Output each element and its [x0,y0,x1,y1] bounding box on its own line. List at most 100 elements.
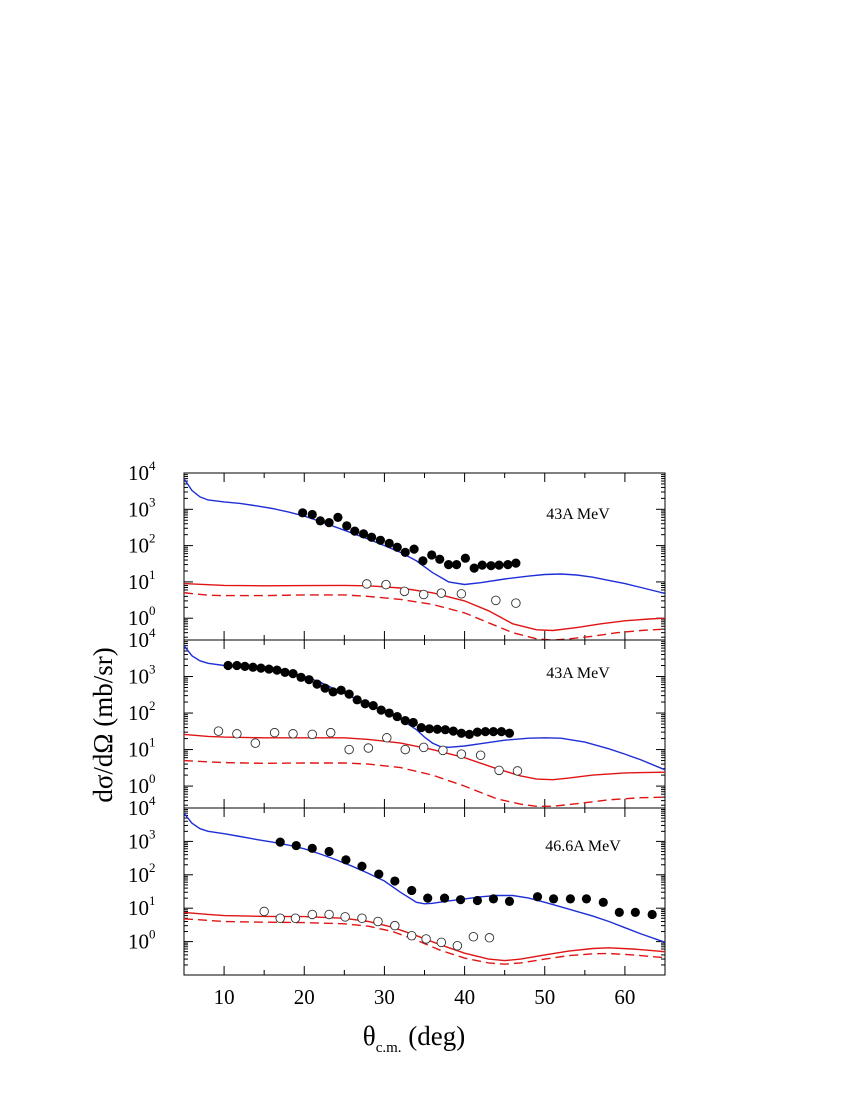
x-tick-label: 50 [534,985,555,1009]
filled-data-point [357,861,367,871]
filled-data-point [392,542,402,552]
open-data-point [511,598,521,608]
filled-data-point [488,894,499,904]
filled-data-point [315,516,325,526]
filled-data-point [504,896,515,906]
open-data-point [373,916,383,927]
panel-frame [183,472,666,641]
filled-data-point [647,909,657,920]
open-data-point [406,930,417,941]
filled-data-point [384,538,394,549]
filled-data-point [333,512,343,522]
filled-data-point [480,727,491,737]
filled-data-point [435,554,445,564]
y-tick-label: 101 [128,567,156,594]
open-data-point [213,726,224,736]
filled-data-point [451,559,462,570]
filled-data-point [408,717,418,728]
filled-data-point [496,727,507,737]
open-data-point [400,744,411,755]
filled-data-point [328,687,338,697]
red-solid-curve [184,733,665,781]
filled-data-point [307,509,317,520]
filled-data-point [472,727,483,737]
y-tick-label: 100 [128,927,156,954]
open-data-point [307,909,318,920]
red-dashed-curve [184,918,665,965]
x-tick-label: 60 [614,985,635,1009]
filled-data-point [456,728,466,738]
x-tick-label: 20 [294,985,315,1009]
open-data-point [269,727,280,738]
filled-data-point [307,843,317,853]
open-data-point [390,920,400,931]
y-tick-label: 102 [128,531,156,558]
y-tick-label: 100 [128,603,156,630]
filled-data-point [375,535,386,545]
filled-data-point [320,683,330,693]
filled-data-point [280,667,290,677]
filled-data-point [409,544,419,554]
filled-data-point [384,708,394,718]
filled-data-point [223,660,233,671]
open-data-point [288,729,298,739]
filled-data-point [440,725,450,735]
open-data-point [421,934,431,944]
open-data-point [468,931,479,942]
filled-data-point [324,518,334,528]
filled-data-point [324,846,334,857]
filled-data-point [256,663,266,673]
open-data-point [491,595,501,606]
open-data-point [290,913,301,924]
red-dashed-curve [184,592,665,640]
open-data-point [340,912,350,922]
filled-data-point [366,532,377,542]
blue-solid-curve [184,478,665,595]
y-tick-label: 103 [128,826,156,853]
open-data-point [382,733,392,743]
filled-data-point [336,685,346,695]
y-tick-label: 102 [128,698,156,725]
open-data-point [363,743,374,753]
filled-data-point [486,561,496,571]
open-data-point [494,765,504,776]
filled-data-point [432,724,442,734]
open-data-point [512,766,523,776]
filled-data-point [291,840,301,851]
open-data-point [344,744,354,755]
x-axis-title: θc.m. (deg) [363,1021,465,1056]
open-data-point [275,913,285,924]
open-data-point [325,727,336,738]
filled-data-point [304,675,314,685]
open-data-point [456,589,467,599]
filled-data-point [630,907,640,917]
y-tick-label: 104 [128,458,156,485]
filled-data-point [248,662,258,672]
y-tick-label: 102 [128,860,156,887]
filled-data-point [390,876,400,886]
filled-data-point [376,705,386,715]
filled-data-point [494,560,504,570]
filled-data-point [344,689,354,699]
y-tick-label: 101 [128,893,156,920]
filled-data-point [400,547,410,558]
filled-data-point [503,559,513,570]
x-tick-label: 10 [214,985,235,1009]
red-dashed-curve [184,759,665,807]
filled-data-point [418,556,428,566]
y-tick-label: 103 [128,494,156,521]
filled-data-point [312,679,322,689]
filled-data-point [581,894,592,904]
filled-data-point [341,855,351,865]
filled-data-point [548,894,559,904]
filled-data-point [275,837,285,847]
filled-data-point [232,660,242,671]
filled-data-point [358,529,369,539]
open-data-point [436,937,447,948]
filled-data-point [427,550,437,560]
blue-solid-curve [184,812,665,943]
panel-frame [183,807,666,976]
y-tick-label: 104 [128,625,156,652]
filled-data-point [598,897,608,907]
filled-data-point [532,892,543,902]
